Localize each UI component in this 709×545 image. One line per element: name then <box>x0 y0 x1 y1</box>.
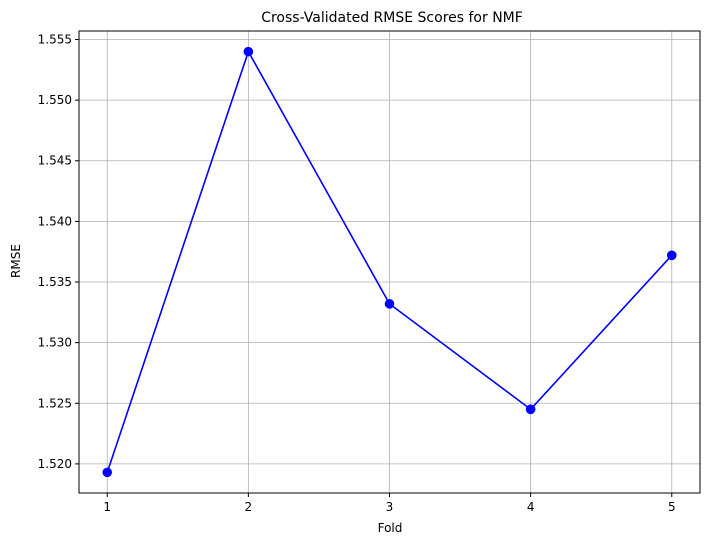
y-tick-label: 1.555 <box>38 32 72 46</box>
x-tick-label: 2 <box>245 500 253 514</box>
x-tick-label: 1 <box>103 500 111 514</box>
plot-area: 1 2 3 4 5 1.520 1.525 1.530 1.535 1.540 1.545 1.550… <box>38 30 701 514</box>
y-axis-label: RMSE <box>9 244 23 278</box>
data-point <box>243 46 254 57</box>
y-tick-label: 1.535 <box>38 275 72 289</box>
data-point <box>102 467 113 478</box>
x-tick-label: 3 <box>386 500 394 514</box>
x-tick-label: 5 <box>668 500 676 514</box>
chart-title: Cross-Validated RMSE Scores for NMF <box>261 10 523 26</box>
y-tick-label: 1.520 <box>38 457 72 471</box>
data-point <box>525 404 536 415</box>
y-tick-label: 1.550 <box>38 93 72 107</box>
y-tick-label: 1.525 <box>38 396 72 410</box>
x-tick-label: 4 <box>527 500 535 514</box>
y-tick-label: 1.530 <box>38 336 72 350</box>
data-point <box>384 299 395 309</box>
y-tick-label: 1.545 <box>38 154 72 168</box>
data-point <box>666 250 677 261</box>
x-axis-label: Fold <box>378 521 403 535</box>
y-tick-label: 1.540 <box>38 214 72 228</box>
